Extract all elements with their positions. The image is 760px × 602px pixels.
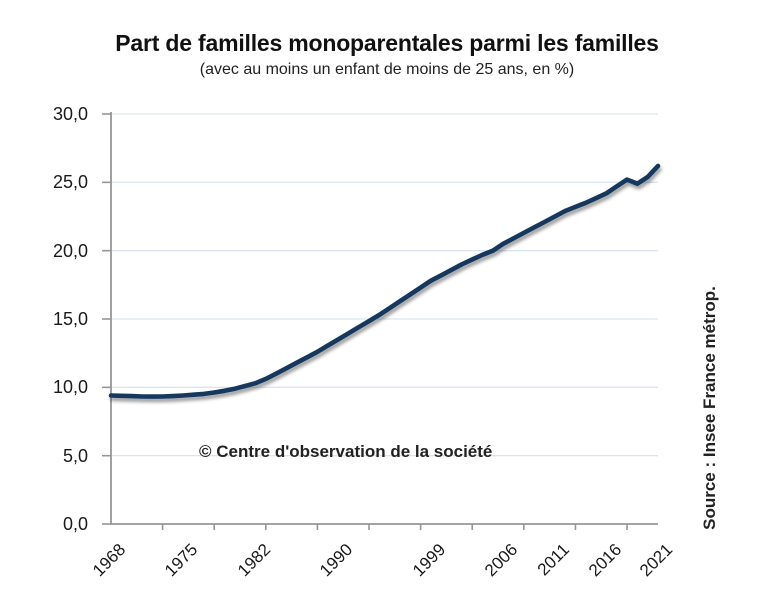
y-axis-tick-label: 15,0 xyxy=(52,309,88,329)
y-axis-tick-label: 0,0 xyxy=(62,514,88,534)
data-series-line xyxy=(108,163,661,399)
y-axis-tick-label: 5,0 xyxy=(62,445,88,466)
y-axis-tick-label: 10,0 xyxy=(52,377,88,398)
chart-subtitle: (avec au moins un enfant de moins de 25 … xyxy=(199,61,575,78)
y-axis-tick-label: 25,0 xyxy=(52,172,88,193)
y-axis-tick-label: 30,0 xyxy=(52,104,88,124)
source-note: Source : Insee France métrop. xyxy=(700,286,719,530)
chart-title: Part de familles monoparentales parmi le… xyxy=(115,30,659,56)
y-axis-tick-label: 20,0 xyxy=(52,240,88,261)
copyright-annotation: © Centre d'observation de la société xyxy=(199,442,493,461)
